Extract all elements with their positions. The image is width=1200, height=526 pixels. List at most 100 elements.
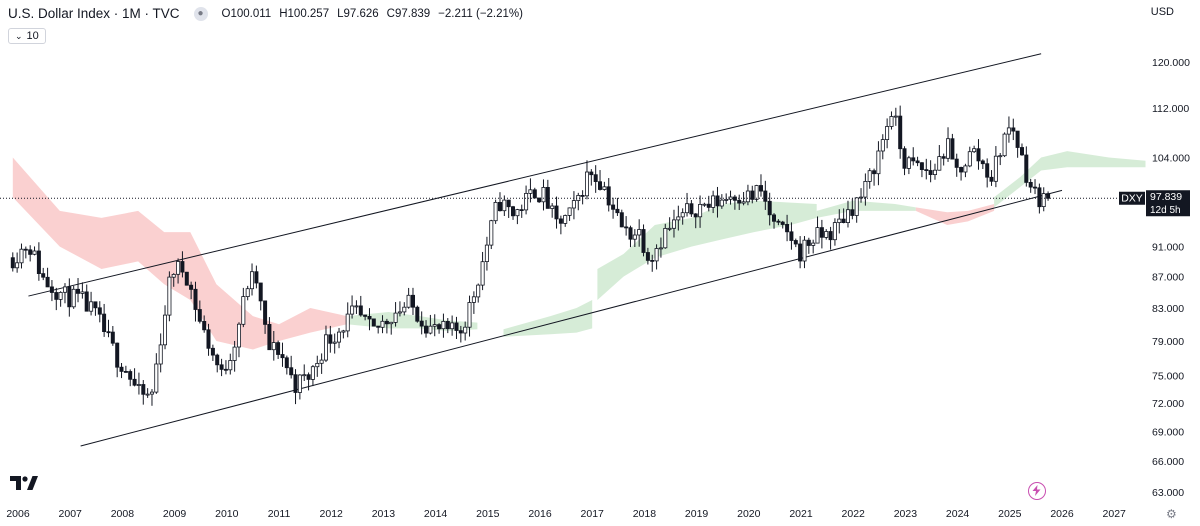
price-tag-symbol: DXY (1121, 193, 1143, 205)
candle (132, 368, 137, 387)
candle (811, 239, 816, 254)
candle (115, 342, 120, 378)
candle (393, 302, 398, 327)
candle (67, 278, 72, 317)
candle (380, 315, 385, 334)
candle (1011, 118, 1016, 141)
candle (32, 246, 37, 256)
cloud-segment-bull (597, 200, 817, 300)
candle (276, 340, 281, 359)
currency-selector[interactable]: USD (1150, 6, 1174, 18)
candle (136, 372, 141, 395)
candle (698, 195, 703, 228)
candle (571, 191, 576, 220)
candle (1006, 116, 1011, 143)
candle (598, 170, 603, 191)
candle (537, 197, 542, 203)
trend-channel[interactable] (28, 53, 1063, 447)
candle (615, 197, 620, 216)
candle (249, 263, 254, 296)
x-tick-label: 2014 (424, 508, 448, 520)
candle (663, 223, 668, 249)
candle (284, 355, 289, 375)
candle (667, 217, 672, 232)
eye-icon[interactable]: ● (193, 6, 208, 21)
candle (859, 188, 864, 203)
cloud-segment-bull (816, 200, 916, 218)
candle (219, 358, 224, 377)
candle (815, 216, 820, 244)
candle (824, 229, 829, 240)
candle (763, 180, 768, 210)
candle (637, 219, 642, 247)
x-tick-label: 2010 (215, 508, 239, 520)
y-tick-label: 63.000 (1152, 487, 1184, 499)
candle (267, 317, 272, 351)
candle (432, 314, 437, 337)
candle (654, 244, 659, 270)
candle (532, 187, 537, 199)
candle (876, 141, 881, 186)
candle (541, 179, 546, 211)
candle (445, 318, 450, 334)
candle (515, 208, 520, 225)
candle (419, 311, 424, 335)
candle (162, 305, 167, 350)
candle (576, 192, 581, 211)
time-axis[interactable]: 2006 2007 2008 2009 2010 2011 2012 2013 2014 2015… (6, 508, 1126, 520)
candle (785, 214, 790, 242)
candle (933, 163, 938, 180)
channel-lower-line[interactable] (80, 189, 1063, 447)
x-tick-label: 2011 (268, 508, 291, 520)
channel-upper-line[interactable] (28, 53, 1042, 297)
candle (463, 321, 468, 341)
gear-icon[interactable]: ⚙ (1166, 507, 1177, 521)
candle (328, 325, 333, 353)
candle (937, 145, 942, 171)
candle (402, 302, 407, 316)
flash-icon[interactable] (1028, 482, 1046, 500)
candle (998, 152, 1003, 166)
candle (806, 237, 811, 254)
ohlc-close: C97.839 (386, 7, 431, 20)
candle (263, 300, 268, 334)
candle (915, 156, 920, 167)
candle (141, 380, 146, 405)
x-tick-label: 2018 (633, 508, 657, 520)
chevron-down-icon: ⌄ (15, 30, 23, 41)
candle (210, 344, 215, 361)
candle (528, 178, 533, 203)
candle (128, 369, 133, 387)
candle (593, 165, 598, 193)
cloud-segment-bear (915, 204, 995, 225)
candle (345, 302, 350, 338)
candle (193, 281, 198, 322)
candle (367, 308, 372, 331)
candle (106, 319, 111, 338)
price-tag-countdown: 12d 5h (1150, 205, 1181, 216)
candle (632, 229, 637, 248)
tradingview-logo[interactable] (10, 476, 38, 497)
candle (110, 326, 115, 346)
symbol-title[interactable]: U.S. Dollar Index · 1M · TVC (8, 6, 180, 21)
candle (589, 169, 594, 186)
candle (323, 325, 328, 363)
candle (19, 243, 24, 269)
y-tick-label: 72.000 (1152, 398, 1184, 410)
candle (471, 291, 476, 314)
candle (28, 245, 33, 262)
indicator-toggle[interactable]: ⌄ 10 (8, 28, 46, 44)
candle (428, 314, 433, 335)
candle (258, 282, 263, 311)
candle (423, 320, 428, 338)
candle (506, 199, 511, 218)
y-tick-label: 69.000 (1152, 426, 1184, 438)
price-axis[interactable]: 120.000112.000104.00098.00091.00087.0008… (1152, 57, 1190, 499)
candle (484, 236, 489, 271)
candle (1037, 183, 1042, 214)
candle (954, 153, 959, 177)
candle (76, 278, 81, 303)
candle (223, 360, 228, 375)
chart-header: U.S. Dollar Index · 1M · TVC ● O100.011 … (8, 6, 523, 21)
